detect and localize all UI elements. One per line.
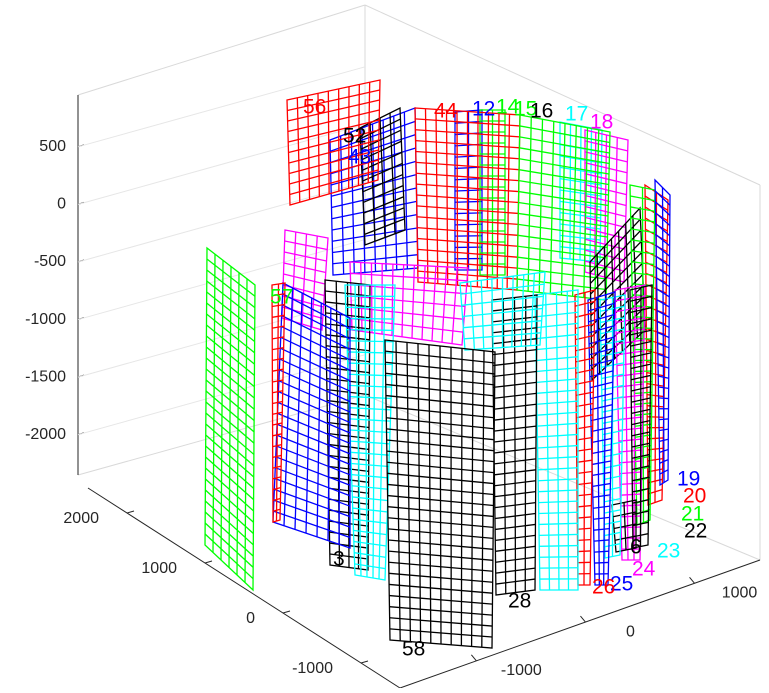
z-tick-label: -2000	[25, 426, 66, 443]
plane-label: 44	[434, 100, 458, 123]
y-tick-label: 1000	[141, 560, 177, 577]
calibration-plane	[205, 248, 255, 590]
plane-grid	[539, 534, 578, 535]
plane-label: 12	[472, 98, 495, 121]
z-tick-label: -1000	[25, 311, 66, 328]
plane-grid	[578, 551, 591, 552]
calibration-plane	[460, 272, 545, 350]
plane-label: 19	[677, 468, 700, 491]
plane-grid	[659, 419, 669, 420]
plane-grid	[539, 546, 578, 547]
plane-grid	[346, 318, 394, 319]
y-tick-label: 0	[246, 610, 255, 627]
calibration-plane	[385, 340, 495, 648]
plane-label: 52	[343, 125, 366, 148]
plane-grid	[539, 557, 578, 558]
z-tick-label: -1500	[25, 368, 66, 385]
plane-label: 3	[333, 548, 345, 571]
chart: 500 0 -500 -1000 -1500 -2000 2000 1000 0 -1000 100…	[0, 0, 769, 688]
x-tick	[690, 577, 695, 583]
y-tick	[283, 611, 290, 613]
plane-label: 6	[630, 536, 642, 559]
x-tick-label: 1000	[722, 584, 758, 601]
plane-label: 18	[590, 111, 613, 134]
z-tick-label: -500	[34, 253, 66, 270]
y-tick-label: 2000	[63, 510, 99, 527]
plane-grid	[641, 288, 642, 547]
calibration-plane	[415, 108, 520, 290]
x-tick-label: 0	[626, 623, 635, 640]
y-tick	[361, 661, 368, 663]
plane-label: 17	[565, 103, 588, 126]
plane-label: 23	[657, 540, 680, 563]
plane-grid	[659, 398, 669, 399]
z-tick-label: 0	[57, 196, 66, 213]
z-tick-label: 500	[39, 138, 66, 155]
plane-label: 24	[632, 558, 656, 581]
y-tick	[127, 511, 134, 513]
x-tick-label: -1000	[501, 662, 542, 679]
plane-label: 16	[530, 100, 553, 123]
plane-label: 26	[592, 576, 615, 599]
plane-label: 28	[508, 590, 531, 613]
plane-label: 56	[303, 96, 326, 119]
plane-label: 22	[684, 520, 707, 543]
calibration-plane	[535, 290, 578, 590]
plane-label: 58	[402, 638, 425, 661]
plane-label: 57	[270, 286, 293, 309]
y-tick	[205, 561, 212, 563]
plane-label: 43	[348, 146, 371, 169]
plane-grid	[594, 562, 608, 563]
plane-grid	[578, 540, 591, 541]
plane-grid	[594, 551, 609, 552]
y-tick-label: -1000	[292, 660, 333, 677]
x-tick	[580, 616, 585, 622]
x-tick	[471, 655, 476, 661]
plane-grid	[347, 330, 394, 331]
